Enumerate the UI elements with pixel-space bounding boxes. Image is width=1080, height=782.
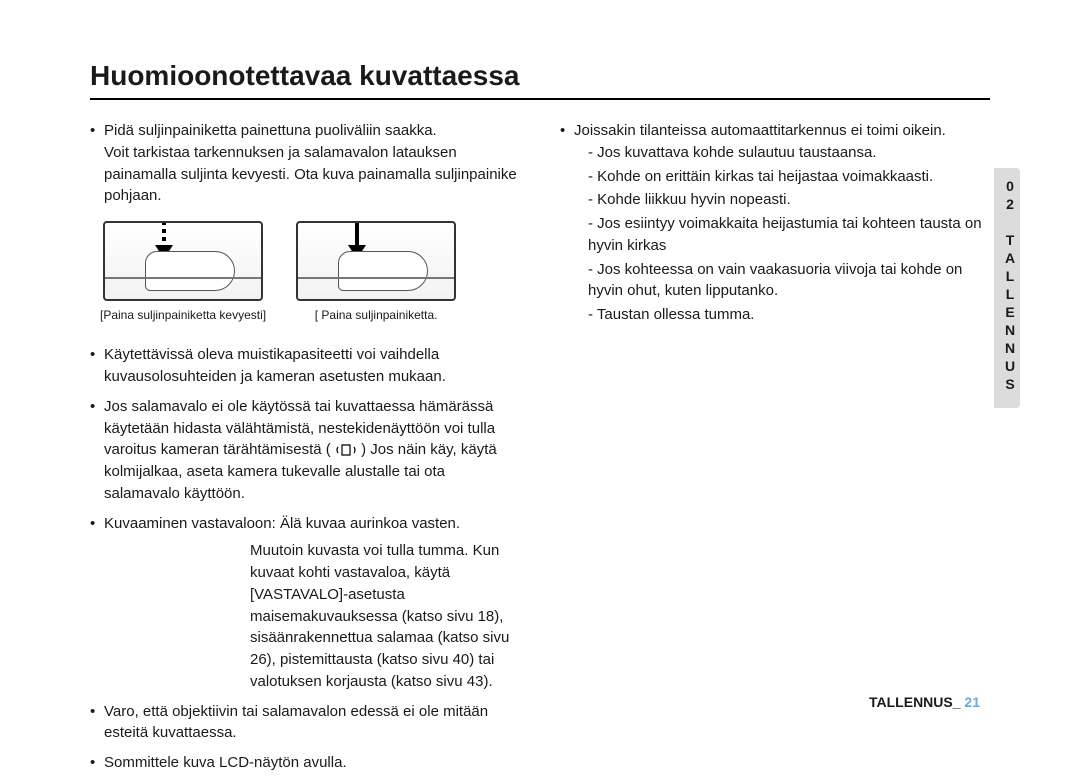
sub-item: - Kohde on erittäin kirkas tai heijastaa… [588,166,990,188]
footer-page-number: 21 [964,694,980,710]
hand-icon [145,251,235,291]
bullet-item: • Kuvaaminen vastavaloon: Älä kuvaa auri… [90,513,520,535]
camera-illustration [103,221,263,301]
bullet-dot: • [90,701,104,745]
section-tab-label: 02 TALLENNUS [1002,178,1018,394]
footer-section: TALLENNUS_ [869,694,961,710]
figure-half-press: [Paina suljinpainiketta kevyesti] [100,221,266,324]
hand-icon [338,251,428,291]
bullet-lead: Joissakin tilanteissa automaattitarkennu… [574,122,946,139]
sub-item: - Jos kuvattava kohde sulautuu taustaans… [588,142,990,164]
figure-full-press: [ Paina suljinpainiketta. [296,221,456,324]
bullet-item: • Jos salamavalo ei ole käytössä tai kuv… [90,396,520,505]
bullet-dot: • [560,120,574,328]
bullet-text: Kuvaaminen vastavaloon: Älä kuvaa aurink… [104,513,520,535]
sub-item: - Taustan ollessa tumma. [588,304,990,326]
bullet-text: Sommittele kuva LCD-näytön avulla. [104,752,520,774]
camera-line [298,277,454,279]
figure-caption: [ Paina suljinpainiketta. [315,307,438,324]
bullet-item: • Pidä suljinpainiketta painettuna puoli… [90,120,520,207]
bullet-text: Joissakin tilanteissa automaattitarkennu… [574,120,990,328]
page-footer: TALLENNUS_ 21 [869,694,980,710]
sub-item: - Jos esiintyy voimakkaita heijastumia t… [588,213,990,257]
bullet-sub: Voit tarkistaa tarkennuksen ja salamaval… [104,144,517,205]
figure-caption: [Paina suljinpainiketta kevyesti] [100,307,266,324]
bullet-item: • Sommittele kuva LCD-näytön avulla. [90,752,520,774]
page-title: Huomioonotettavaa kuvattaessa [90,60,990,100]
bullet-text: Varo, että objektiivin tai salamavalon e… [104,701,520,745]
manual-page: Huomioonotettavaa kuvattaessa • Pidä sul… [0,0,1080,746]
bullet-item: • Joissakin tilanteissa automaattitarken… [560,120,990,328]
sub-item: - Jos kohteessa on vain vaakasuoria viiv… [588,259,990,303]
bullet-text: Käytettävissä oleva muistikapasiteetti v… [104,344,520,388]
sub-item: - Kohde liikkuu hyvin nopeasti. [588,189,990,211]
bullet-lead: Pidä suljinpainiketta painettuna puolivä… [104,122,437,139]
camera-line [105,277,261,279]
hanging-text: Muutoin kuvasta voi tulla tumma. Kun kuv… [250,540,520,692]
bullet-dot: • [90,396,104,505]
bullet-dot: • [90,120,104,207]
bullet-item: • Varo, että objektiivin tai salamavalon… [90,701,520,745]
bullet-dot: • [90,752,104,774]
two-column-layout: • Pidä suljinpainiketta painettuna puoli… [90,120,990,782]
right-column: • Joissakin tilanteissa automaattitarken… [560,120,990,782]
camera-shake-icon [335,442,357,458]
bullet-dot: • [90,513,104,535]
figure-row: [Paina suljinpainiketta kevyesti] [ Pain… [100,221,520,324]
bullet-text: Jos salamavalo ei ole käytössä tai kuvat… [104,396,520,505]
bullet-dot: • [90,344,104,388]
camera-illustration [296,221,456,301]
bullet-text: Pidä suljinpainiketta painettuna puolivä… [104,120,520,207]
left-column: • Pidä suljinpainiketta painettuna puoli… [90,120,520,782]
bullet-item: • Käytettävissä oleva muistikapasiteetti… [90,344,520,388]
